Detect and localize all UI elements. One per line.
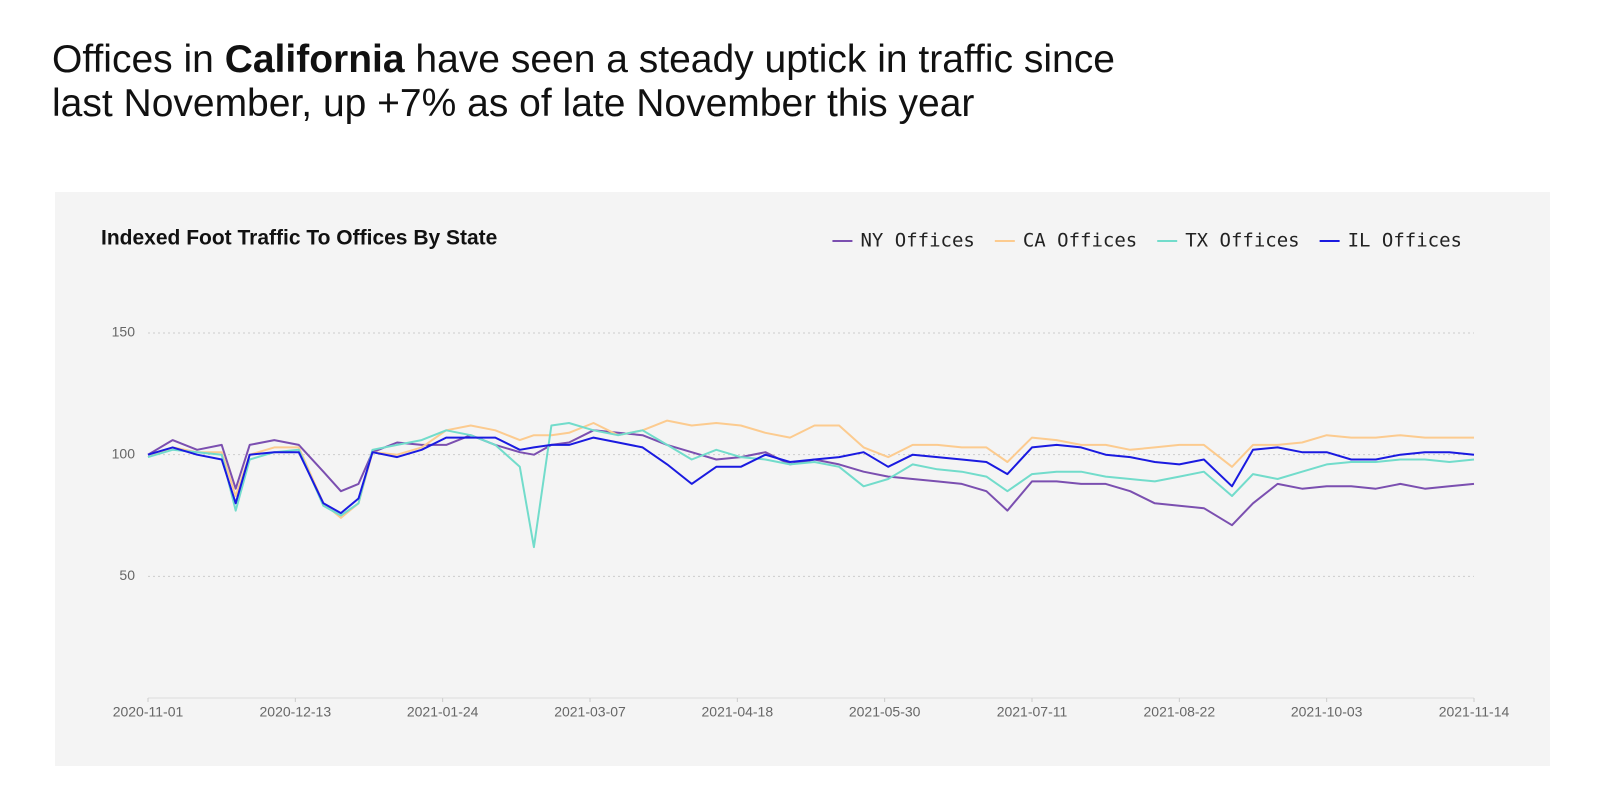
y-tick-label: 100: [112, 445, 136, 461]
headline-emphasis: California: [224, 38, 405, 81]
legend-label: NY Offices: [860, 230, 974, 252]
legend-label: TX Offices: [1185, 230, 1299, 252]
legend-label: IL Offices: [1348, 230, 1462, 252]
x-tick-label: 2021-04-18: [702, 704, 774, 720]
chart-title: Indexed Foot Traffic To Offices By State: [101, 227, 497, 250]
x-tick-label: 2021-03-07: [554, 704, 626, 720]
x-tick-label: 2020-11-01: [113, 704, 184, 720]
y-tick-label: 50: [119, 567, 135, 583]
x-tick-label: 2021-10-03: [1291, 704, 1363, 720]
x-tick-label: 2021-08-22: [1144, 704, 1216, 720]
x-tick-label: 2021-05-30: [849, 704, 921, 720]
series-line: [147, 422, 1475, 549]
y-tick-label: 150: [112, 324, 136, 340]
headline-line2: last November, up +7% as of late Novembe…: [52, 82, 975, 125]
headline: Offices in California have seen a steady…: [52, 38, 1115, 126]
legend-label: CA Offices: [1023, 230, 1137, 252]
chart-panel: [55, 192, 1550, 766]
x-tick-label: 2020-12-13: [260, 704, 332, 720]
series-line: [147, 436, 1475, 515]
x-tick-label: 2021-01-24: [407, 704, 479, 720]
x-tick-label: 2021-11-14: [1439, 704, 1510, 720]
headline-rest: have seen a steady uptick in traffic sin…: [415, 38, 1115, 81]
x-tick-label: 2021-07-11: [997, 704, 1068, 720]
headline-lead: Offices in: [52, 38, 214, 81]
